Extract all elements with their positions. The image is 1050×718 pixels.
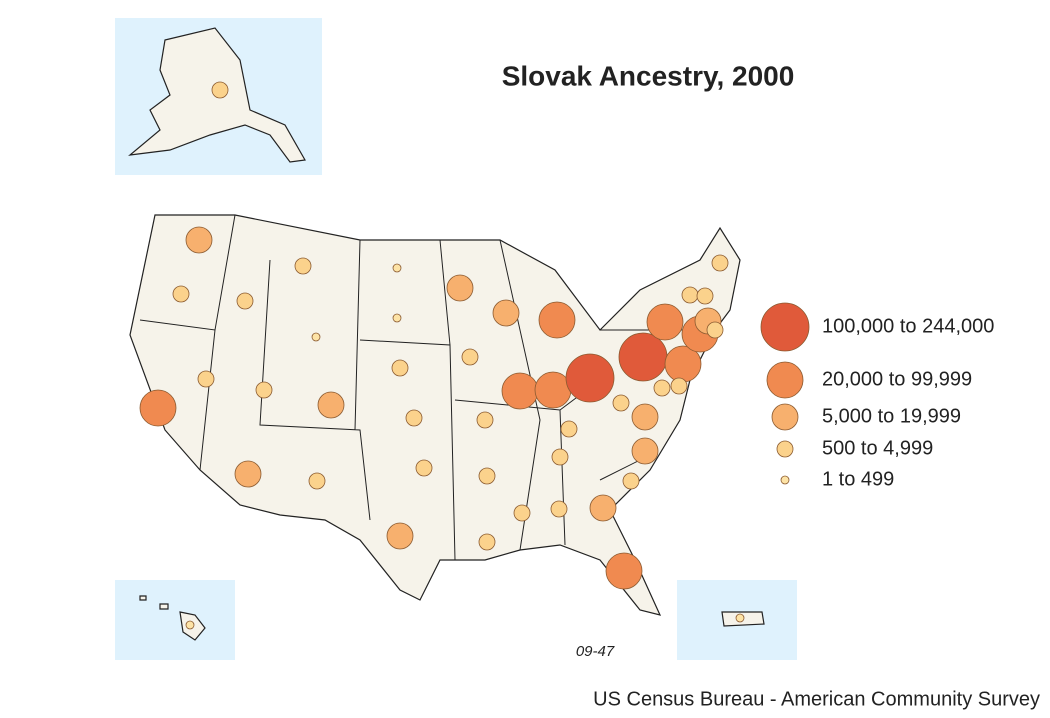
proportional-symbol <box>415 459 433 477</box>
proportional-symbol <box>311 332 321 342</box>
proportional-symbol <box>392 263 402 273</box>
proportional-symbol <box>670 377 688 395</box>
proportional-symbol <box>550 500 568 518</box>
legend-swatch <box>766 361 804 399</box>
proportional-symbol <box>478 467 496 485</box>
proportional-symbol <box>534 371 572 409</box>
proportional-symbol <box>513 504 531 522</box>
legend-label: 500 to 4,999 <box>822 437 933 459</box>
source: US Census Bureau - American Community Su… <box>593 688 1040 710</box>
proportional-symbol <box>612 394 630 412</box>
proportional-symbol <box>446 274 474 302</box>
proportional-symbol <box>211 81 229 99</box>
proportional-symbol <box>461 348 479 366</box>
proportional-symbol <box>681 286 699 304</box>
proportional-symbol <box>392 313 402 323</box>
usa-outline <box>129 214 741 616</box>
proportional-symbol <box>560 420 578 438</box>
legend-swatch <box>780 475 790 485</box>
proportional-symbol <box>653 379 671 397</box>
proportional-symbol <box>185 620 195 630</box>
legend-swatch <box>760 302 810 352</box>
proportional-symbol <box>405 409 423 427</box>
proportional-symbol <box>589 494 617 522</box>
proportional-symbol <box>646 303 684 341</box>
proportional-symbol <box>476 411 494 429</box>
map-title: Slovak Ancestry, 2000 <box>502 60 795 91</box>
proportional-symbol <box>735 613 745 623</box>
proportional-symbol <box>551 448 569 466</box>
legend-label: 5,000 to 19,999 <box>822 405 961 427</box>
proportional-symbol <box>565 353 615 403</box>
proportional-symbol <box>197 370 215 388</box>
proportional-symbol <box>501 372 539 410</box>
proportional-symbol <box>696 287 714 305</box>
proportional-symbol <box>618 332 668 382</box>
proportional-symbol <box>139 389 177 427</box>
proportional-symbol <box>255 381 273 399</box>
hawaii-inset <box>115 580 235 660</box>
proportional-symbol <box>234 460 262 488</box>
map-code: 09-47 <box>576 643 615 660</box>
proportional-symbol <box>236 292 254 310</box>
proportional-symbol <box>185 226 213 254</box>
proportional-symbol <box>308 472 326 490</box>
proportional-symbol <box>386 522 414 550</box>
legend-label: 100,000 to 244,000 <box>822 315 994 337</box>
proportional-symbol <box>631 437 659 465</box>
proportional-symbol <box>622 472 640 490</box>
proportional-symbol <box>391 359 409 377</box>
state-borders <box>139 214 690 561</box>
proportional-symbol <box>317 391 345 419</box>
proportional-symbol <box>706 321 724 339</box>
proportional-symbol <box>605 552 643 590</box>
proportional-symbol <box>478 533 496 551</box>
legend-label: 1 to 499 <box>822 468 894 490</box>
proportional-symbol <box>294 257 312 275</box>
proportional-symbol <box>492 299 520 327</box>
proportional-symbol <box>172 285 190 303</box>
proportional-symbol <box>711 254 729 272</box>
proportional-symbol <box>538 301 576 339</box>
legend-swatch <box>776 440 794 458</box>
proportional-symbol <box>631 403 659 431</box>
legend-label: 20,000 to 99,999 <box>822 368 972 390</box>
legend-swatch <box>771 403 799 431</box>
